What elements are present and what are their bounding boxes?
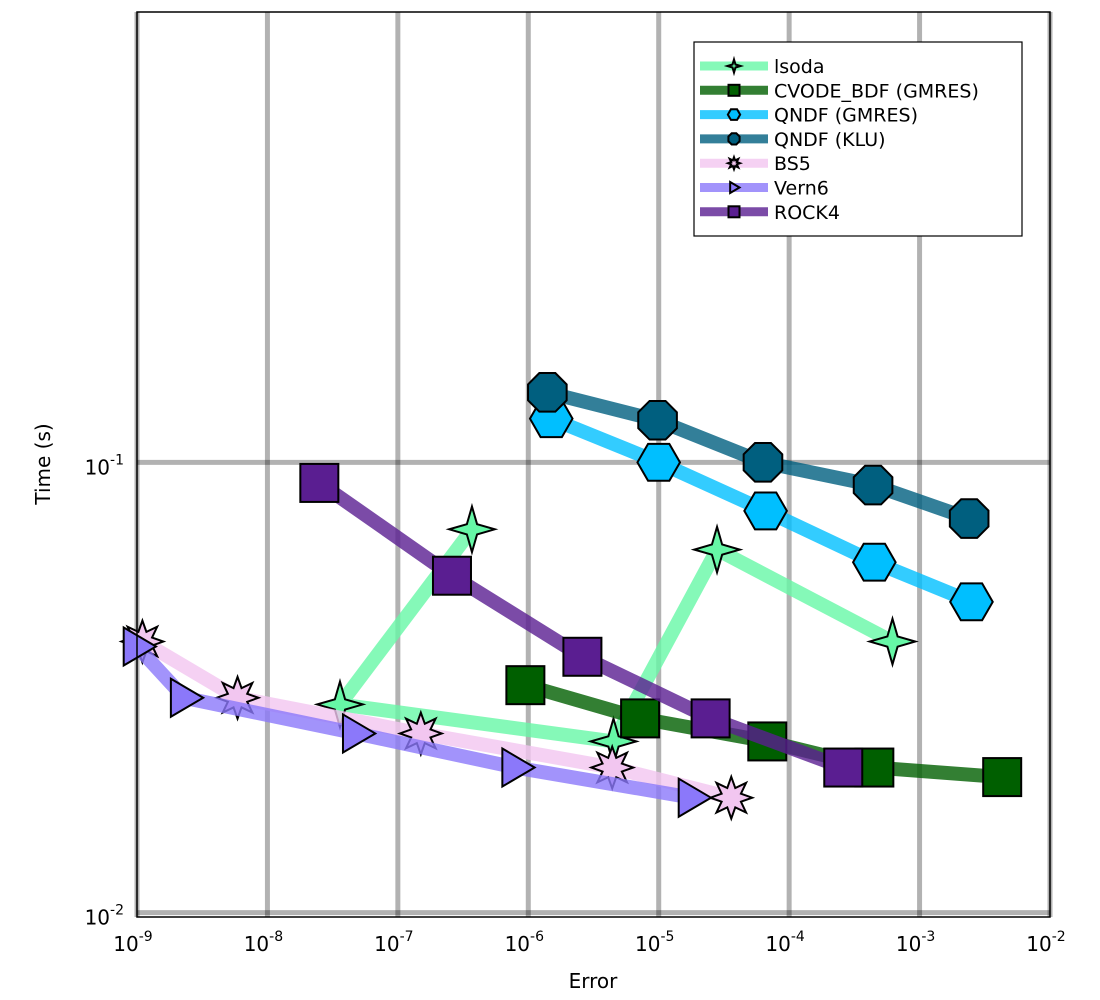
data-point-marker <box>299 462 340 503</box>
legend-marker <box>723 55 745 77</box>
data-point-marker <box>677 776 713 819</box>
legend-label: CVODE_BDF (GMRES) <box>774 80 979 102</box>
data-point-marker <box>527 372 568 413</box>
data-point-marker <box>852 464 894 506</box>
legend-entry-vern6: Vern6 <box>700 178 829 200</box>
series-qndf-gmres <box>528 399 994 622</box>
data-point-marker <box>501 746 537 789</box>
legend-entry-bs5: BS5 <box>700 153 811 175</box>
data-point-marker <box>743 491 789 531</box>
x-tick-label: 10-2 <box>1026 929 1065 956</box>
data-point-marker <box>636 442 682 482</box>
legend-label: lsoda <box>774 56 825 78</box>
x-tick-label: 10-5 <box>635 929 674 956</box>
y-tick-label: 10-2 <box>85 903 124 930</box>
legend-marker <box>724 154 744 173</box>
data-point-marker <box>949 582 994 622</box>
x-tick-label: 10-3 <box>896 929 935 956</box>
data-point-marker <box>505 665 546 706</box>
legend-entry-qndf-gmres: QNDF (GMRES) <box>700 105 918 127</box>
data-point-marker <box>823 747 864 788</box>
data-point-marker <box>341 712 378 755</box>
legend-marker <box>727 205 741 219</box>
legend-marker <box>729 180 742 195</box>
legend-entry-rock4: ROCK4 <box>700 202 840 224</box>
plot-frame <box>136 11 1051 918</box>
ticks: 10-9 10-8 10-7 10-6 10-5 10-4 10-3 10-2 10-2 10-1 <box>85 452 1066 956</box>
data-point-marker <box>637 399 678 441</box>
data-point-marker <box>866 615 919 668</box>
x-tick-label: 10-4 <box>765 929 805 956</box>
data-point-marker <box>169 677 206 719</box>
data-point-marker <box>742 442 784 483</box>
legend-label: BS5 <box>774 153 811 175</box>
legend-label: Vern6 <box>774 178 829 200</box>
series-layer <box>118 372 1023 822</box>
legend-label: QNDF (GMRES) <box>774 105 918 127</box>
series-rock4 <box>299 462 864 788</box>
legend-marker <box>727 83 741 97</box>
data-point-marker <box>851 542 897 582</box>
data-point-marker <box>948 498 990 539</box>
series-lsoda <box>313 502 919 768</box>
legend-entry-lsoda: lsoda <box>700 55 825 78</box>
legend-label: QNDF (KLU) <box>774 129 886 151</box>
data-point-marker <box>982 757 1023 798</box>
data-point-marker <box>122 625 158 668</box>
series-vern6 <box>122 625 713 819</box>
x-tick-label: 10-8 <box>244 929 283 956</box>
y-tick-label: 10-1 <box>85 452 124 479</box>
x-tick-label: 10-7 <box>374 929 413 956</box>
x-tick-label: 10-6 <box>505 929 545 956</box>
legend-label: ROCK4 <box>774 202 840 224</box>
data-point-marker <box>445 502 499 556</box>
data-point-marker <box>707 773 756 822</box>
data-point-marker <box>620 698 661 739</box>
y-axis-title: Time (s) <box>31 423 55 505</box>
series-qndf-klu <box>527 372 990 539</box>
data-point-marker <box>690 698 731 739</box>
data-point-marker <box>562 636 603 677</box>
legend-entry-qndf-klu: QNDF (KLU) <box>700 129 886 151</box>
x-tick-label: 10-9 <box>113 929 152 956</box>
legend-marker <box>727 132 741 146</box>
data-point-marker <box>690 523 744 577</box>
x-axis-title: Error <box>569 969 619 993</box>
data-point-marker <box>431 555 472 596</box>
legend-entry-cvode-bdf-gmres: CVODE_BDF (GMRES) <box>700 80 979 102</box>
legend-marker <box>726 108 742 121</box>
